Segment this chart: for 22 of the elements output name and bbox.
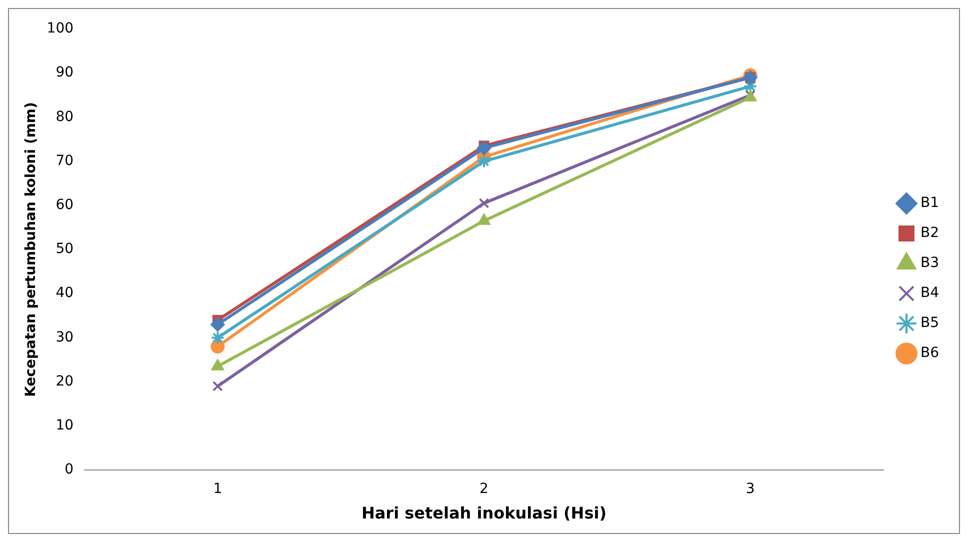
y-tick-label: 80 (56, 108, 74, 125)
y-tick-label: 100 (46, 20, 74, 37)
legend-label: B6 (920, 345, 940, 362)
y-tick-label: 60 (56, 197, 74, 214)
x-tick-label: 1 (213, 481, 222, 498)
y-tick-label: 20 (56, 373, 74, 390)
y-axis-title: Kecepatan pertumbuhan koloni (mm) (23, 102, 40, 397)
legend-label: B5 (920, 315, 940, 332)
y-tick-label: 30 (56, 329, 74, 346)
x-tick-label: 3 (746, 481, 755, 498)
y-tick-label: 70 (56, 152, 74, 169)
legend-label: B1 (920, 195, 940, 212)
y-tick-label: 40 (56, 285, 74, 302)
y-tick-label: 50 (56, 241, 74, 258)
legend-label: B4 (920, 285, 940, 302)
legend-label: B3 (920, 255, 940, 272)
x-tick-label: 2 (480, 481, 488, 498)
legend-label: B2 (920, 225, 940, 242)
x-axis-title: Hari setelah inokulasi (Hsi) (361, 504, 607, 523)
y-tick-label: 10 (56, 418, 74, 434)
y-tick-label: 90 (56, 64, 74, 81)
y-tick-label: 0 (64, 462, 74, 478)
